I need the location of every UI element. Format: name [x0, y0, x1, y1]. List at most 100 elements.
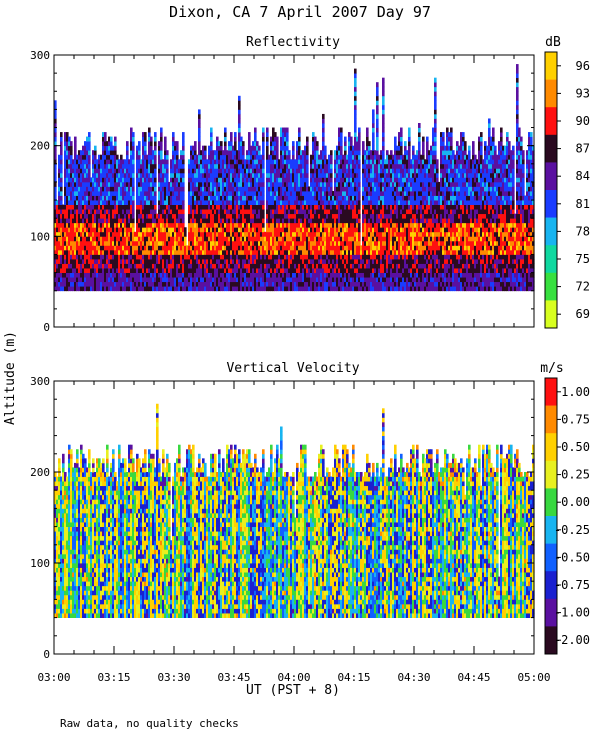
- heatmap-cell: [188, 236, 191, 242]
- heatmap-cell: [96, 204, 99, 210]
- heatmap-cell: [340, 195, 343, 201]
- heatmap-cell: [322, 218, 325, 224]
- heatmap-cell: [238, 168, 241, 174]
- heatmap-cell: [282, 150, 285, 156]
- heatmap-cell: [206, 172, 209, 178]
- heatmap-cell: [306, 177, 309, 183]
- heatmap-cell: [326, 268, 329, 273]
- heatmap-cell: [312, 249, 315, 255]
- heatmap-cell: [312, 277, 315, 283]
- heatmap-cell: [318, 245, 321, 251]
- heatmap-cell: [266, 145, 269, 151]
- heatmap-cell: [292, 186, 295, 192]
- heatmap-cell: [166, 209, 169, 215]
- heatmap-cell: [176, 277, 179, 283]
- heatmap-cell: [148, 200, 151, 205]
- heatmap-cell: [200, 218, 203, 224]
- heatmap-cell: [64, 213, 67, 219]
- heatmap-cell: [252, 145, 255, 151]
- heatmap-cell: [286, 245, 289, 251]
- heatmap-cell: [178, 263, 181, 269]
- heatmap-cell: [104, 195, 107, 201]
- heatmap-cell: [220, 254, 223, 260]
- heatmap-cell: [212, 222, 215, 228]
- heatmap-cell: [130, 281, 133, 287]
- heatmap-cell: [284, 168, 287, 174]
- heatmap-cell: [60, 191, 63, 196]
- heatmap-cell: [260, 231, 263, 237]
- heatmap-cell: [162, 231, 165, 237]
- heatmap-cell: [256, 163, 259, 169]
- heatmap-cell: [324, 263, 327, 269]
- heatmap-cell: [64, 209, 67, 215]
- heatmap-cell: [116, 222, 119, 228]
- heatmap-cell: [122, 236, 125, 242]
- heatmap-cell: [330, 163, 333, 169]
- heatmap-cell: [212, 213, 215, 219]
- heatmap-cell: [86, 159, 89, 165]
- heatmap-cell: [146, 277, 149, 283]
- heatmap-cell: [70, 286, 73, 292]
- heatmap-cell: [190, 249, 193, 255]
- heatmap-cell: [210, 240, 213, 246]
- heatmap-cell: [344, 245, 347, 251]
- heatmap-cell: [116, 218, 119, 224]
- heatmap-cell: [54, 200, 57, 205]
- heatmap-cell: [74, 245, 77, 251]
- heatmap-cell: [174, 281, 177, 287]
- heatmap-cell: [244, 240, 247, 246]
- heatmap-cell: [224, 127, 227, 133]
- heatmap-cell: [344, 254, 347, 260]
- heatmap-cell: [362, 231, 365, 237]
- heatmap-cell: [284, 222, 287, 228]
- heatmap-cell: [212, 281, 215, 287]
- heatmap-cell: [54, 191, 57, 196]
- heatmap-cell: [238, 259, 241, 264]
- heatmap-cell: [336, 227, 339, 233]
- heatmap-cell: [320, 259, 323, 264]
- heatmap-cell: [252, 277, 255, 283]
- heatmap-cell: [346, 245, 349, 251]
- heatmap-cell: [336, 213, 339, 219]
- heatmap-cell: [236, 168, 239, 174]
- heatmap-cell: [148, 254, 151, 260]
- heatmap-cell: [324, 168, 327, 174]
- heatmap-cell: [354, 86, 357, 92]
- heatmap-cell: [226, 249, 229, 255]
- heatmap-cell: [296, 259, 299, 264]
- heatmap-cell: [160, 240, 163, 246]
- heatmap-cell: [178, 218, 181, 224]
- heatmap-cell: [126, 177, 129, 183]
- heatmap-cell: [172, 209, 175, 215]
- heatmap-cell: [282, 204, 285, 210]
- heatmap-cell: [356, 254, 359, 260]
- heatmap-cell: [196, 272, 199, 278]
- heatmap-cell: [88, 231, 91, 237]
- heatmap-cell: [164, 181, 167, 187]
- heatmap-cell: [214, 286, 217, 292]
- heatmap-cell: [282, 168, 285, 174]
- heatmap-cell: [168, 249, 171, 255]
- heatmap-cell: [240, 254, 243, 260]
- heatmap-cell: [324, 272, 327, 278]
- heatmap-cell: [270, 154, 273, 160]
- heatmap-cell: [252, 286, 255, 292]
- heatmap-cell: [286, 191, 289, 196]
- heatmap-cell: [132, 159, 135, 165]
- heatmap-cell: [60, 172, 63, 178]
- heatmap-cell: [170, 218, 173, 224]
- heatmap-cell: [62, 213, 65, 219]
- heatmap-cell: [122, 204, 125, 210]
- heatmap-cell: [356, 204, 359, 210]
- heatmap-cell: [240, 272, 243, 278]
- heatmap-cell: [194, 263, 197, 269]
- heatmap-cell: [60, 259, 63, 264]
- heatmap-cell: [304, 227, 307, 233]
- heatmap-cell: [202, 259, 205, 264]
- heatmap-cell: [232, 245, 235, 251]
- heatmap-cell: [298, 259, 301, 264]
- heatmap-cell: [204, 150, 207, 156]
- heatmap-cell: [224, 259, 227, 264]
- heatmap-cell: [176, 172, 179, 178]
- heatmap-cell: [304, 249, 307, 255]
